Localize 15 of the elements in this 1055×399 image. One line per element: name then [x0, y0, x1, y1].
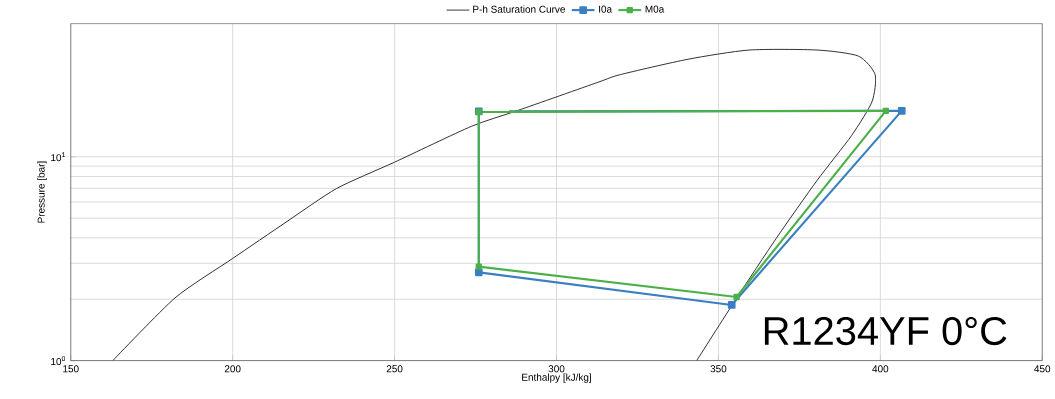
- legend-label: I0a: [599, 5, 613, 13]
- x-tick-label: 200: [224, 365, 241, 373]
- x-tick-label: 150: [63, 365, 79, 373]
- x-tick-label: 400: [872, 365, 889, 373]
- legend-label: P-h Saturation Curve: [473, 5, 565, 14]
- annotation: R1234YF 0°C: [764, 317, 1007, 346]
- x-tick-label: 250: [386, 365, 403, 373]
- x-tick-label: 300: [548, 365, 565, 373]
- y-tick-label: 10$^{0}$: [51, 356, 66, 366]
- x-tick-label: 350: [710, 365, 727, 373]
- x-tick-label: 450: [1034, 365, 1051, 373]
- y-tick-label: 10$^{1}$: [51, 152, 66, 162]
- legend-label: M0a: [645, 5, 665, 13]
- x-axis-title: Enthalpy [kJ/kg]: [522, 373, 591, 383]
- y-axis-title: Pressure [bar]: [37, 161, 47, 223]
